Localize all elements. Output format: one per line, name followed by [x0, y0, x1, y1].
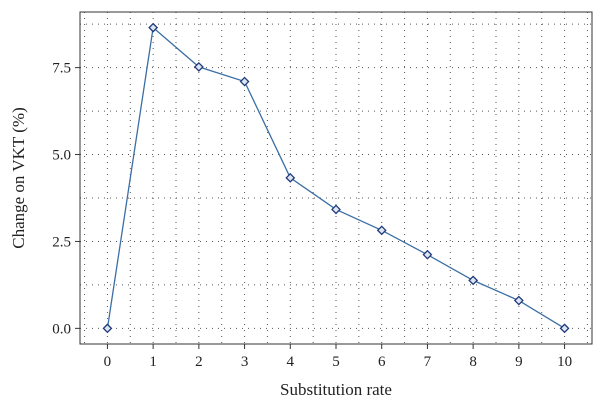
x-axis-ticks: 0 1 2 3 4 5 6 7 8 9 10 [104, 344, 572, 370]
y-tick-label: 7.5 [52, 61, 71, 77]
grid [80, 12, 592, 344]
x-tick-label: 10 [557, 354, 572, 370]
data-point-marker [513, 295, 524, 306]
x-tick-label: 2 [195, 354, 203, 370]
x-tick-label: 6 [378, 354, 386, 370]
x-tick-label: 7 [424, 354, 432, 370]
data-point-marker [102, 323, 113, 334]
data-point-marker [331, 204, 341, 215]
x-tick-label: 1 [149, 354, 157, 370]
data-point-marker [422, 249, 433, 260]
data-point-marker [559, 323, 570, 334]
x-axis-label: Substitution rate [280, 380, 392, 399]
data-point-marker [285, 172, 296, 183]
y-axis-label: Change on VKT (%) [9, 107, 28, 249]
data-point-marker [193, 62, 204, 72]
x-tick-label: 4 [287, 354, 295, 370]
x-tick-label: 0 [104, 354, 112, 370]
y-tick-label: 2.5 [52, 234, 71, 250]
data-point-marker [376, 225, 387, 236]
y-tick-label: 0.0 [52, 321, 71, 337]
data-point-marker [468, 275, 479, 286]
data-point-marker [148, 22, 159, 33]
y-tick-label: 5.0 [52, 148, 71, 164]
y-axis-ticks: 0.0 2.5 5.0 7.5 [52, 61, 80, 337]
x-tick-label: 9 [515, 354, 523, 370]
x-tick-label: 3 [241, 354, 249, 370]
data-markers [102, 22, 570, 334]
x-tick-label: 8 [469, 354, 477, 370]
data-point-marker [239, 76, 250, 87]
x-tick-label: 5 [332, 354, 340, 370]
